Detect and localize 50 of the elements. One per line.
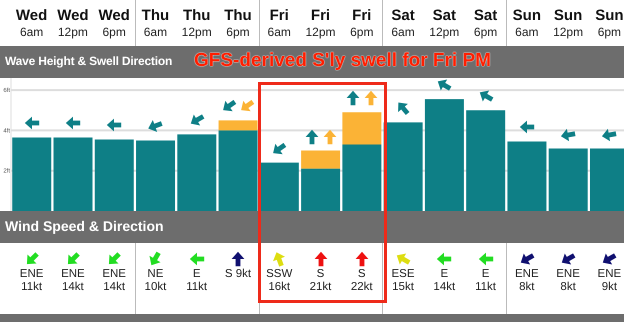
bar — [548, 148, 588, 211]
text: ENE 11kt — [18, 268, 44, 294]
x-tick-label: Fri 6pm — [350, 7, 374, 39]
x-tick-label: Sat 6pm — [474, 7, 498, 39]
bar — [384, 122, 423, 211]
bar — [342, 144, 382, 211]
x-tick-label: Sun 12pm — [553, 7, 584, 39]
bar — [12, 137, 52, 211]
text: ENE 8kt — [555, 268, 581, 294]
x-tick-label: Sun 6pm — [595, 7, 624, 39]
bar — [218, 130, 258, 211]
text: S 9kt — [224, 268, 252, 281]
chart-title: Wave Height & Swell Direction — [5, 54, 172, 68]
x-tick-label: Wed 6am — [16, 7, 48, 39]
text: E 11kt — [185, 268, 208, 294]
x-tick-label: Thu 6pm — [224, 7, 252, 39]
bar — [301, 150, 340, 169]
bar — [260, 162, 299, 211]
text: E 11kt — [474, 268, 497, 294]
x-tick-label: Sat 6am — [391, 7, 415, 39]
x-tick-label: Fri 6am — [268, 7, 291, 39]
bar — [466, 110, 506, 211]
x-tick-label: Thu 6am — [142, 7, 170, 39]
bar — [507, 141, 546, 211]
text: NE 10kt — [144, 268, 168, 294]
text: ENE 14kt — [101, 268, 127, 294]
x-tick-label: Wed 6pm — [98, 7, 130, 39]
x-tick-label: Fri 12pm — [305, 7, 336, 39]
text: GFS-derived S'ly swell for Fri PM — [194, 50, 491, 72]
text: ENE 9kt — [596, 268, 622, 294]
text: ENE 14kt — [60, 268, 86, 294]
text: Wind Speed & Direction — [5, 218, 164, 234]
x-tick-label: Sun 6am — [512, 7, 542, 39]
text: S 22kt — [350, 268, 374, 294]
bar — [342, 112, 382, 144]
text: SSW 16kt — [265, 268, 294, 294]
bar — [218, 120, 258, 130]
bar — [54, 137, 93, 211]
bar — [424, 99, 464, 211]
bar — [136, 140, 176, 211]
text: ENE 8kt — [514, 268, 540, 294]
x-tick-label: Thu 12pm — [182, 7, 212, 39]
text: ESE 15kt — [390, 268, 416, 294]
x-tick-label: Sat 12pm — [429, 7, 460, 39]
text: S 21kt — [308, 268, 332, 294]
x-tick-label: Wed 12pm — [57, 7, 89, 39]
bar — [177, 134, 216, 211]
bar — [301, 168, 340, 211]
text: E 14kt — [432, 268, 456, 294]
bar — [94, 139, 134, 211]
